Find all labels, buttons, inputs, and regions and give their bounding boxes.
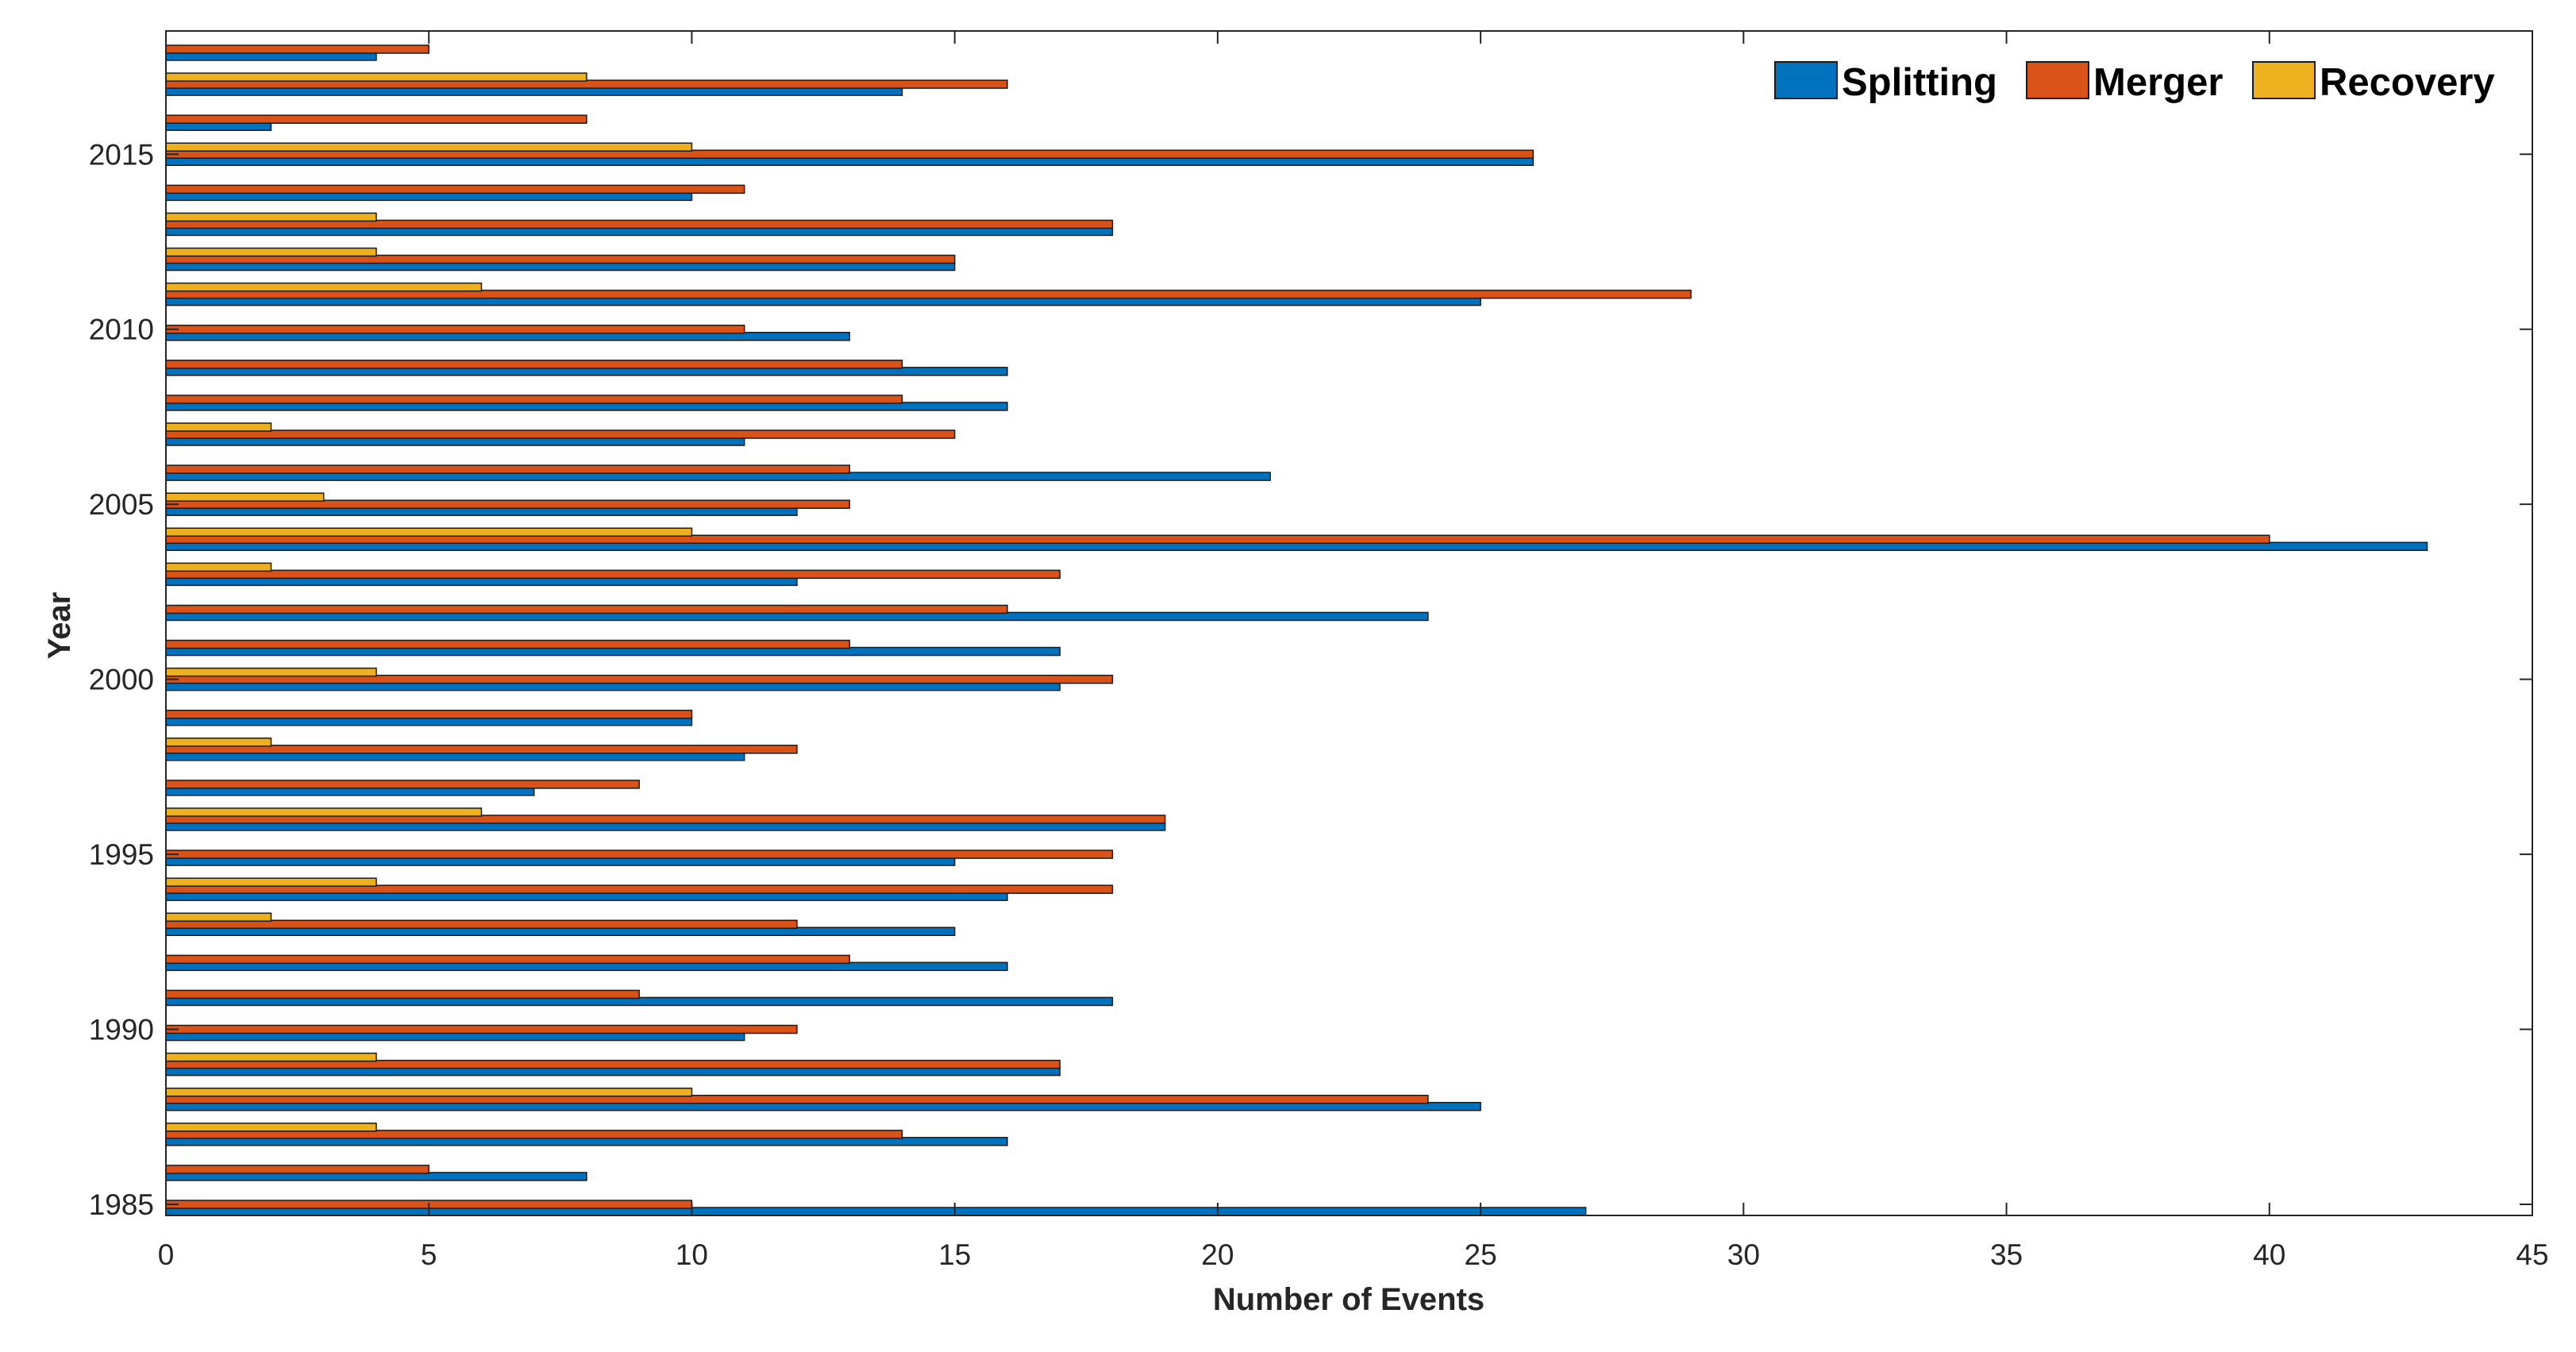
x-tick-label-25: 25 [1465,1238,1497,1271]
bar-merger-1999 [165,709,693,719]
plot-frame [165,30,2533,1216]
bar-merger-2016 [165,114,587,124]
bar-merger-2018 [165,44,429,54]
bar-merger-1991 [165,989,640,1000]
bar-merger-2003 [165,569,1061,580]
bar-recovery-1996 [165,807,483,817]
bar-merger-2014 [165,184,745,195]
x-axis-title: Number of Events [1213,1282,1484,1317]
bar-merger-2006 [165,464,850,474]
bar-merger-2001 [165,639,850,649]
x-tick-label-40: 40 [2253,1238,2285,1271]
x-tick-label-45: 45 [2516,1238,2548,1271]
bar-recovery-2017 [165,72,587,82]
bar-recovery-1989 [165,1052,377,1062]
bar-merger-1990 [165,1024,798,1034]
legend-label-merger: Merger [2093,61,2223,104]
x-tick-label-20: 20 [1201,1238,1234,1271]
bar-recovery-2003 [165,562,272,572]
legend-swatch-splitting [1774,61,1838,99]
bar-recovery-1987 [165,1123,377,1132]
bar-recovery-2011 [165,282,483,292]
x-tick-label-5: 5 [421,1238,437,1271]
bar-merger-2009 [165,360,903,369]
x-tick-label-30: 30 [1727,1238,1760,1271]
y-tick-label-1990: 1990 [89,1014,154,1046]
bar-recovery-2000 [165,667,377,677]
bar-merger-2010 [165,324,745,334]
x-tick-label-0: 0 [158,1238,175,1271]
bar-merger-2008 [165,395,903,404]
bar-recovery-1988 [165,1087,693,1097]
bar-recovery-2015 [165,142,693,152]
bars-layer [165,44,2428,1216]
y-tick-label-2000: 2000 [89,664,154,696]
bar-merger-1986 [165,1165,429,1174]
bar-merger-1992 [165,954,850,965]
y-tick-label-2005: 2005 [89,488,154,521]
y-tick-label-1985: 1985 [89,1188,154,1221]
legend-label-splitting: Splitting [1842,61,1997,104]
y-axis-title: Year [42,592,77,660]
bar-merger-2002 [165,604,1008,614]
bar-recovery-2005 [165,492,325,502]
legend-swatch-recovery [2252,61,2316,99]
ticks-layer: 0 5 10 15 20 25 30 35 40 45 1985 1990 1995 2000 2005 20… [89,31,2549,1271]
bar-recovery-2012 [165,247,377,257]
y-tick-label-1995: 1995 [89,838,154,871]
bar-recovery-2004 [165,527,693,537]
bar-recovery-2013 [165,212,377,222]
x-tick-label-10: 10 [676,1238,708,1271]
bar-merger-1997 [165,780,640,789]
x-tick-label-35: 35 [1990,1238,2023,1271]
legend-label-recovery: Recovery [2320,61,2495,104]
y-tick-label-2015: 2015 [89,138,154,171]
legend-swatch-merger [2026,61,2089,99]
bar-recovery-1993 [165,912,272,923]
bar-recovery-1994 [165,877,377,887]
legend: Splitting Merger Recovery [1774,61,2495,104]
bar-merger-1995 [165,849,1114,859]
bar-recovery-2007 [165,422,272,432]
x-tick-label-15: 15 [938,1238,971,1271]
bar-merger-2007 [165,429,956,439]
bar-recovery-1998 [165,738,272,747]
y-tick-label-2010: 2010 [89,314,154,346]
